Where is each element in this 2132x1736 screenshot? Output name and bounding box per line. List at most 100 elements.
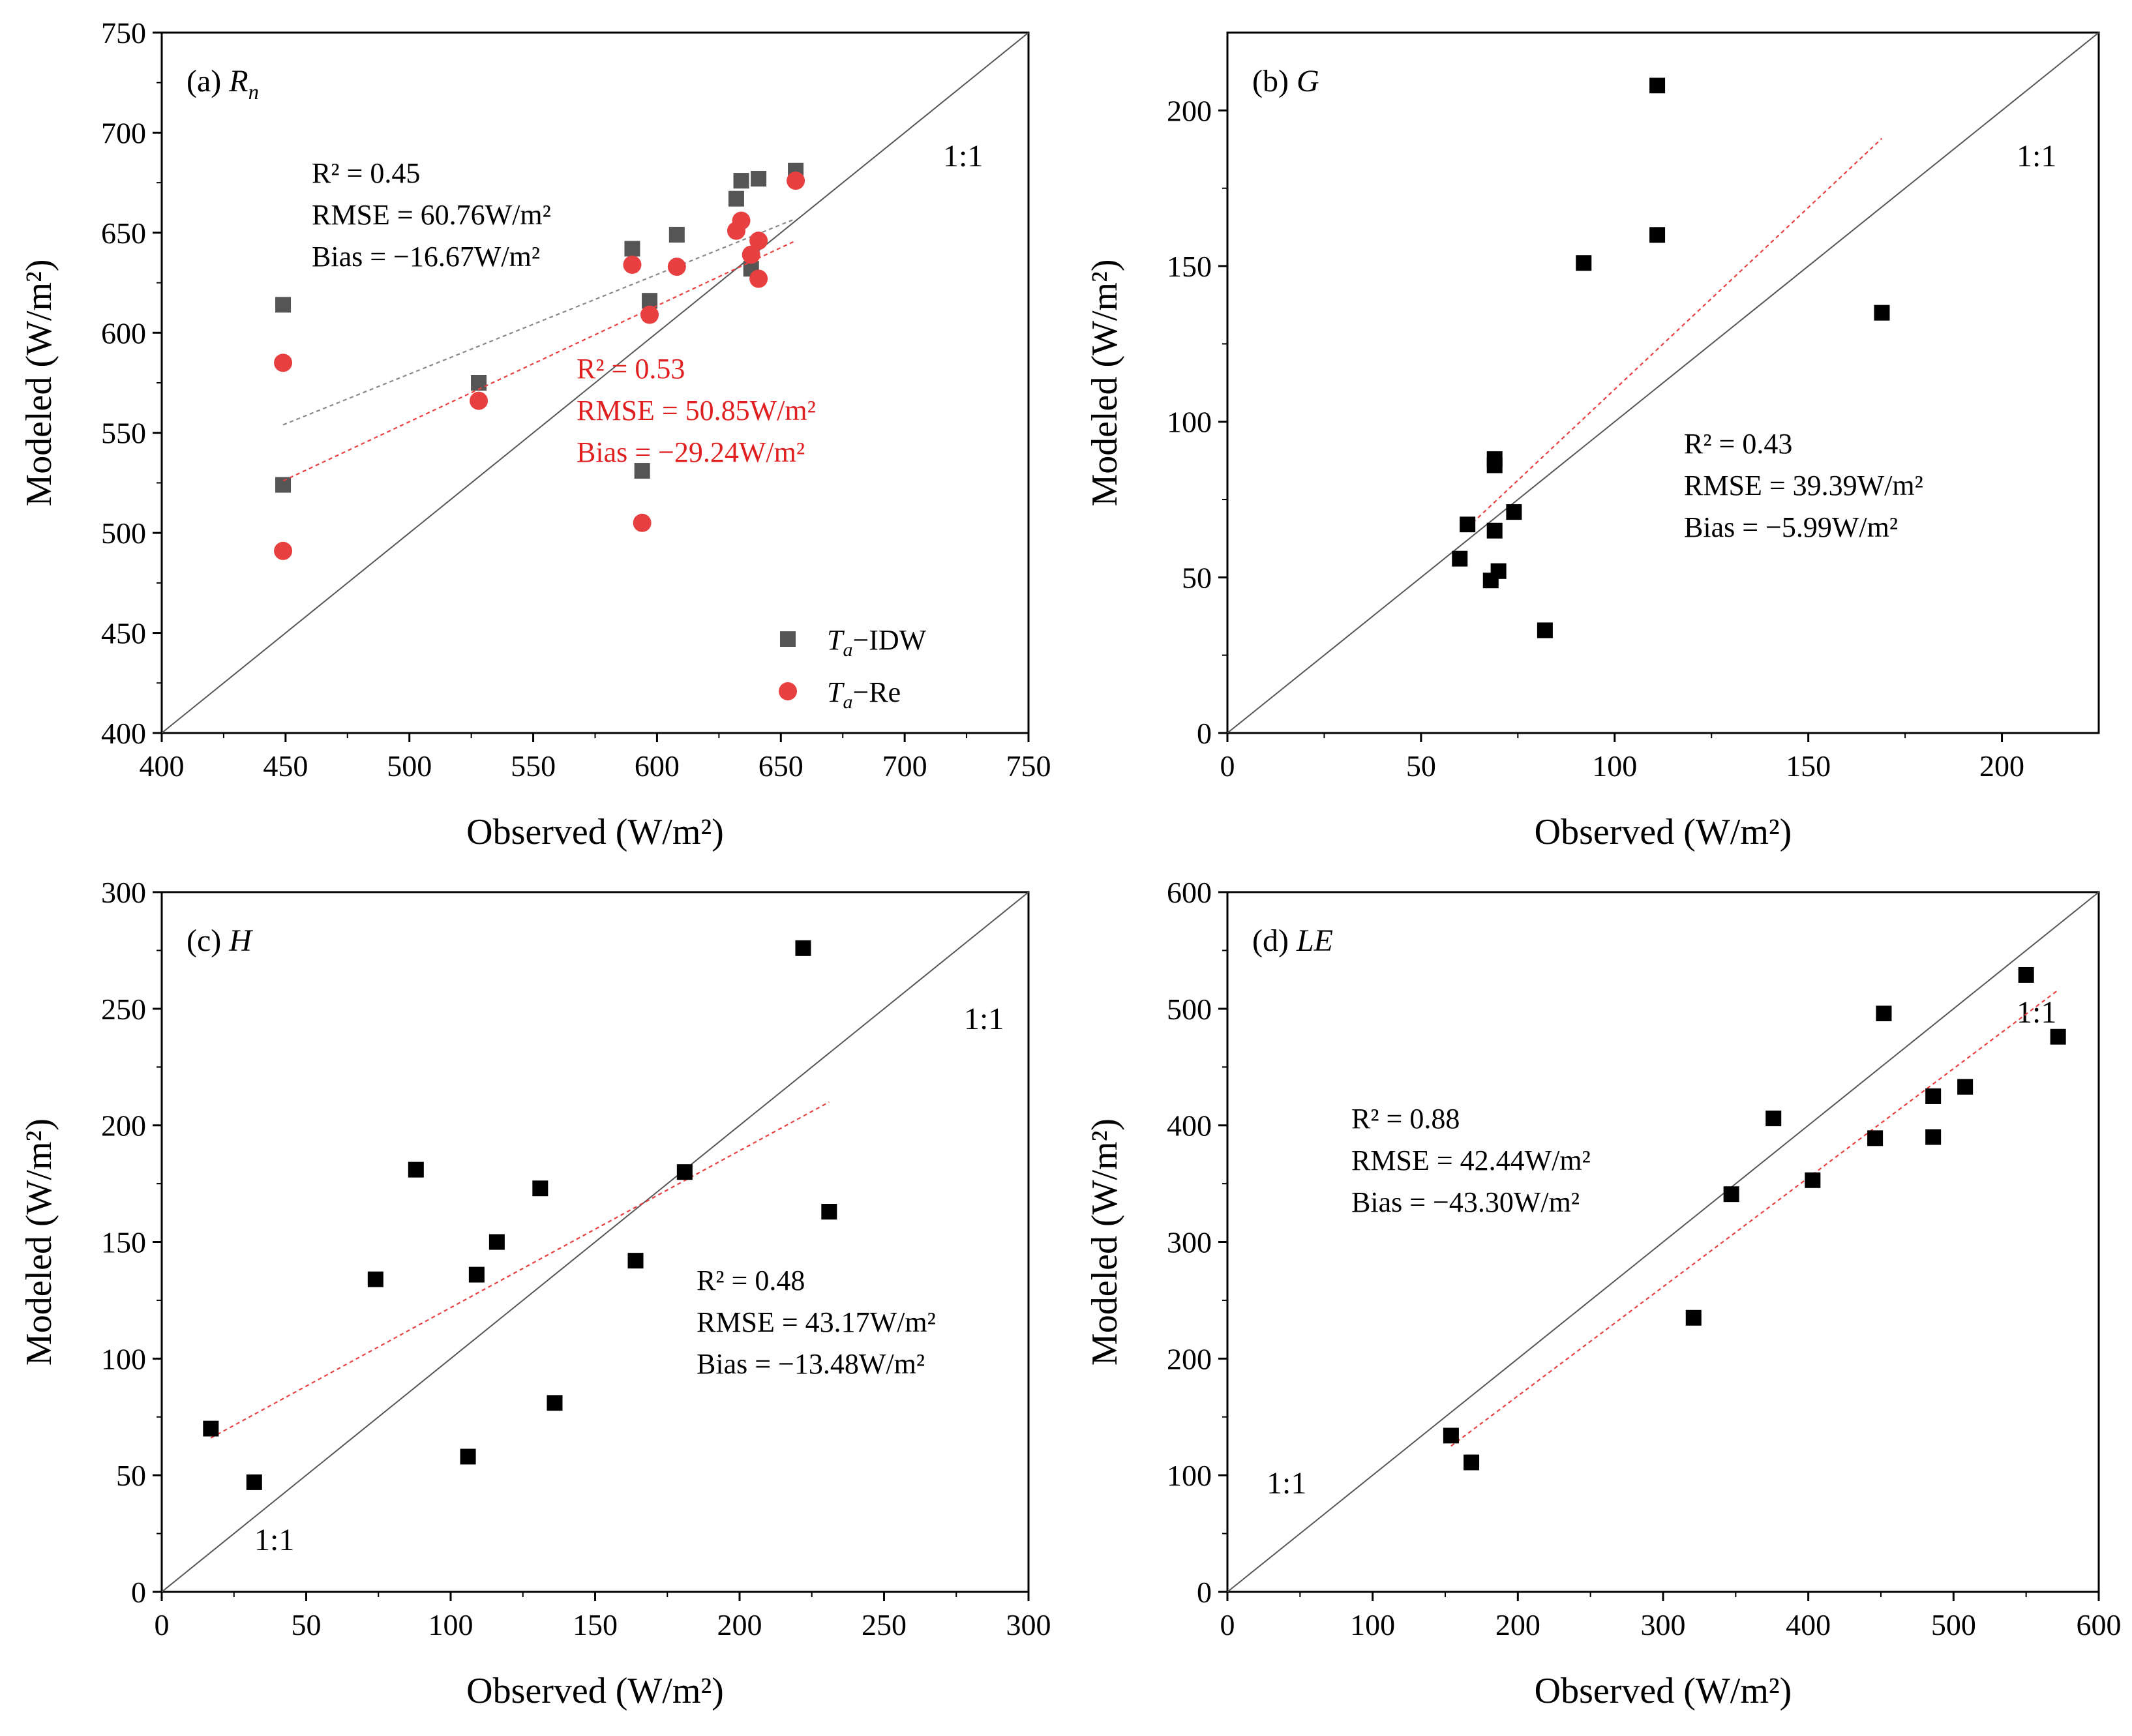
x-tick-label: 200: [1495, 1608, 1540, 1641]
x-tick-label: 200: [1979, 749, 2024, 783]
y-tick-label: 200: [1167, 94, 1212, 127]
x-tick-label: 500: [1931, 1608, 1976, 1641]
y-tick-label: 0: [1197, 1576, 1212, 1609]
data-point: [795, 940, 811, 956]
y-tick-label: 300: [1167, 1226, 1212, 1259]
x-tick-label: 50: [292, 1608, 322, 1641]
x-tick-label: 300: [1006, 1608, 1051, 1641]
x-axis-label: Observed (W/m²): [1535, 812, 1792, 852]
y-tick-label: 100: [101, 1342, 146, 1375]
data-point: [1486, 522, 1503, 539]
chart-panel-d: 0 100 200 300 400 500 600 0 100 200 300 400 500 600 Ob…: [1085, 876, 2122, 1711]
data-point: [1452, 550, 1468, 567]
fit-line-points: [1467, 138, 1883, 528]
one-to-one-label-low: 1:1: [1267, 1466, 1306, 1501]
legend-marker-square: [780, 631, 796, 647]
data-point: [1576, 255, 1592, 271]
stats-line: RMSE = 43.17W/m²: [697, 1306, 936, 1338]
data-point: [1925, 1129, 1942, 1145]
y-tick-label: 150: [101, 1226, 146, 1259]
legend-suffix: −Re: [852, 676, 901, 708]
data-point: [1649, 227, 1666, 243]
y-tick-label: 300: [101, 876, 146, 909]
y-axis-label: Modeled (W/m²): [1085, 259, 1125, 506]
x-tick-label: 100: [1350, 1608, 1395, 1641]
data-point: [470, 391, 488, 410]
stats-line: Bias = −5.99W/m²: [1684, 511, 1898, 543]
one-to-one-label: 1:1: [2017, 139, 2056, 173]
stats-line: RMSE = 39.39W/m²: [1684, 470, 1923, 501]
y-tick-label: 700: [101, 116, 146, 149]
panel-label-prefix: (b): [1252, 64, 1297, 98]
fit-line-points: [210, 1101, 830, 1439]
legend-label: Ta−IDW: [827, 624, 927, 661]
panel-label: (c) H: [187, 923, 253, 958]
stats-line: RMSE = 42.44W/m²: [1351, 1145, 1591, 1176]
y-tick-label: 500: [101, 516, 146, 550]
legend-var: T: [827, 676, 845, 708]
stats-line: R² = 0.43: [1684, 428, 1792, 460]
y-tick-label: 0: [1197, 717, 1212, 750]
x-tick-label: 0: [1220, 749, 1235, 783]
data-point: [1957, 1079, 1974, 1095]
data-point: [275, 297, 292, 313]
data-point: [1867, 1130, 1884, 1146]
one-to-one-line: [161, 891, 1029, 1593]
data-point: [1765, 1110, 1782, 1126]
one-to-one-label: 1:1: [964, 1002, 1004, 1036]
data-point: [1685, 1309, 1702, 1326]
legend-sub: a: [843, 639, 852, 661]
data-point: [749, 269, 768, 288]
data-point: [1460, 516, 1476, 533]
chart-panel-c: 0 50 100 150 200 250 300 0 50 100 150 200 250 300 Obse…: [19, 876, 1051, 1711]
stats-line: R² = 0.53: [577, 353, 685, 385]
panel-label: (a) Rn: [187, 64, 259, 104]
stats-line: Bias = −16.67W/m²: [312, 241, 540, 273]
y-tick-label: 50: [1182, 561, 1212, 594]
data-point: [667, 258, 686, 277]
data-point: [488, 1234, 505, 1250]
data-point: [1506, 504, 1522, 520]
y-tick-label: 650: [101, 217, 146, 250]
data-point: [728, 190, 744, 207]
data-point: [633, 513, 652, 532]
y-axis-label: Modeled (W/m²): [19, 259, 59, 506]
data-point: [274, 541, 293, 560]
x-tick-label: 650: [758, 749, 803, 783]
data-point: [787, 172, 805, 190]
data-point: [1486, 451, 1503, 467]
y-tick-label: 400: [1167, 1109, 1212, 1143]
data-point: [821, 1204, 837, 1220]
one-to-one-label: 1:1: [2017, 995, 2056, 1030]
y-tick-label: 100: [1167, 1459, 1212, 1492]
data-point: [1874, 305, 1890, 321]
legend: Ta−IDW Ta−Re: [779, 624, 927, 713]
y-tick-label: 600: [1167, 876, 1212, 909]
x-tick-label: 700: [882, 749, 927, 783]
chart-panel-b: 0 50 100 150 200 0 50 100 150 200 Observed (W/m²) M…: [1085, 31, 2100, 852]
data-point: [460, 1448, 476, 1465]
panel-label-subscript: n: [248, 81, 259, 104]
data-point: [732, 211, 751, 230]
y-axis-label: Modeled (W/m²): [19, 1118, 59, 1366]
data-point: [1723, 1186, 1739, 1203]
x-tick-label: 50: [1406, 749, 1436, 783]
x-tick-label: 600: [635, 749, 680, 783]
y-tick-label: 400: [101, 717, 146, 750]
data-point: [676, 1164, 693, 1180]
y-tick-label: 500: [1167, 993, 1212, 1026]
x-tick-label: 250: [862, 1608, 907, 1641]
panel-label-prefix: (d): [1252, 923, 1297, 958]
x-tick-label: 400: [140, 749, 185, 783]
y-tick-label: 100: [1167, 406, 1212, 439]
data-point: [532, 1180, 548, 1197]
x-tick-label: 150: [1786, 749, 1831, 783]
panel-label-variable: H: [228, 923, 253, 958]
data-point: [624, 241, 640, 257]
stats-line: RMSE = 50.85W/m²: [577, 395, 816, 427]
data-point: [408, 1161, 424, 1178]
y-tick-label: 200: [101, 1109, 146, 1143]
data-point: [1443, 1428, 1459, 1444]
y-tick-label: 50: [116, 1459, 146, 1492]
panel-label-variable: R: [228, 64, 248, 98]
